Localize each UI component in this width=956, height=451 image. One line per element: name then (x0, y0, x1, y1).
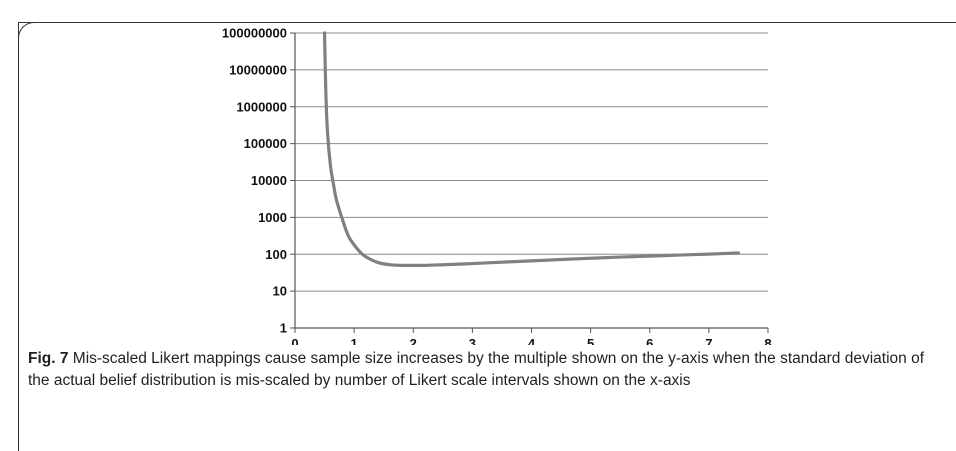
y-tick-label: 1000000 (236, 99, 287, 114)
caption-label: Fig. 7 (28, 350, 69, 367)
x-tick-label: 8 (764, 336, 771, 345)
x-tick-label: 0 (291, 336, 298, 345)
x-tick-label: 6 (646, 336, 653, 345)
y-tick-label: 1000 (258, 210, 287, 225)
y-tick-labels: 1 10 100 1000 10000 100000 1000000 10000000 1000… (222, 26, 287, 336)
x-tick-label: 7 (705, 336, 712, 345)
y-tick-label: 10 (273, 284, 287, 299)
y-tick-label: 10000 (251, 173, 287, 188)
axes (290, 32, 769, 333)
figure-frame-corner (18, 22, 37, 41)
gridlines (295, 32, 768, 292)
x-tick-label: 4 (528, 336, 536, 345)
line-chart: 1101001000100001000001000000100000001000… (222, 26, 772, 346)
x-tick-label: 1 (351, 336, 358, 345)
y-tick-label: 100000000 (222, 26, 287, 41)
series-group (322, 31, 741, 267)
caption-text: Mis-scaled Likert mappings cause sample … (28, 350, 925, 389)
figure-frame-left-border (18, 22, 19, 451)
x-tick-label: 5 (587, 336, 594, 345)
series-line (322, 31, 741, 267)
y-tick-label: 100 (265, 247, 287, 262)
y-tick-label: 10000000 (229, 62, 287, 77)
y-tick-label: 1 (280, 321, 287, 336)
y-tick-label: 100000 (244, 136, 287, 151)
figure-caption: Fig. 7 Mis-scaled Likert mappings cause … (28, 348, 938, 392)
x-tick-label: 2 (410, 336, 417, 345)
figure-frame-top-border (18, 22, 956, 23)
x-tick-label: 3 (469, 336, 476, 345)
x-tick-labels: 0 1 2 3 4 5 6 7 8 (291, 336, 771, 345)
